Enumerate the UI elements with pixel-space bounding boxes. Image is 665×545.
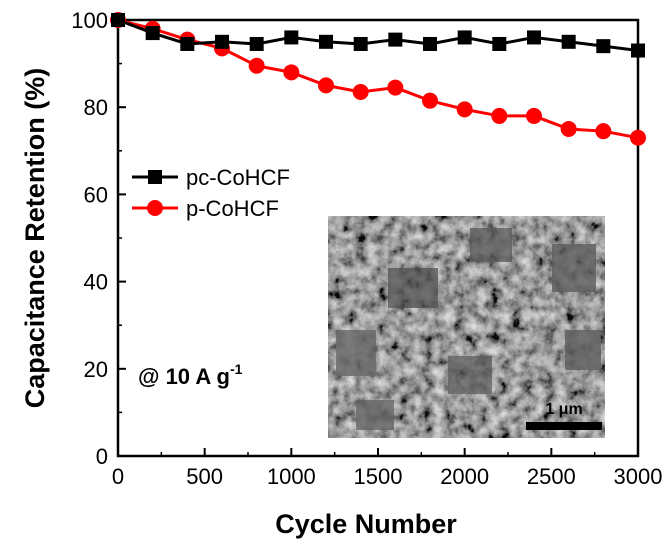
data-point [319, 34, 333, 49]
series-line [117, 18, 639, 140]
annotation-superscript: -1 [230, 361, 243, 377]
data-point [526, 107, 542, 124]
legend-item-p-cohcf: p-CoHCF [132, 196, 279, 221]
legend-marker-square [148, 170, 162, 184]
data-point [352, 83, 369, 100]
data-point [215, 34, 229, 49]
y-tick-label: 60 [84, 182, 108, 207]
data-point [145, 26, 160, 41]
data-point [388, 32, 403, 47]
current-density-annotation: @ 10 A g-1 [138, 361, 243, 389]
data-point [248, 57, 265, 74]
axis-ticks [117, 19, 639, 457]
x-tick-label: 2000 [440, 464, 489, 489]
legend-label: pc-CoHCF [186, 165, 290, 190]
series-layer [110, 12, 646, 146]
x-tick-label: 500 [186, 464, 223, 489]
data-point [631, 43, 645, 58]
data-point [318, 77, 334, 94]
data-point [595, 123, 612, 140]
scale-bar-label: 1 μm [545, 401, 582, 418]
tick-labels: 0 500 1000 1500 2000 2500 3000 0 20 40 60 80 100 [71, 8, 662, 489]
data-point [492, 36, 507, 51]
series-p-cohcf [110, 12, 646, 146]
y-tick-label: 0 [96, 444, 108, 469]
y-tick-label: 80 [84, 95, 108, 120]
x-tick-label: 1500 [354, 464, 403, 489]
legend-label: p-CoHCF [186, 196, 279, 221]
data-point [527, 30, 541, 45]
x-axis-title: Cycle Number [275, 509, 457, 539]
data-point [561, 34, 576, 49]
x-tick-label: 0 [112, 464, 124, 489]
data-point [284, 30, 299, 45]
data-point [422, 92, 438, 109]
data-point [111, 13, 125, 27]
x-tick-label: 2500 [527, 464, 576, 489]
x-tick-label: 1000 [267, 464, 316, 489]
y-tick-label: 100 [71, 8, 108, 33]
series-line [117, 18, 639, 53]
data-point [560, 121, 577, 137]
data-point [491, 107, 508, 124]
y-axis-title: Capacitance Retention (%) [20, 68, 50, 409]
data-point [423, 36, 437, 51]
legend-item-pc-cohcf: pc-CoHCF [132, 165, 290, 190]
data-point [457, 30, 472, 45]
annotation-prefix: @ 10 A g [138, 364, 230, 389]
data-point [387, 79, 404, 96]
sem-inset-image [328, 216, 605, 438]
scale-bar: 1 μm [526, 401, 602, 430]
data-point [249, 36, 264, 51]
data-point [456, 101, 473, 118]
y-tick-label: 20 [84, 357, 108, 382]
data-point [353, 36, 368, 51]
legend: pc-CoHCF p-CoHCF [132, 165, 290, 221]
data-point [180, 36, 195, 51]
y-tick-label: 40 [84, 270, 108, 295]
series-pc-cohcf [111, 13, 645, 58]
x-tick-label: 3000 [614, 464, 663, 489]
data-point [630, 129, 646, 146]
data-point [283, 64, 300, 81]
data-point [596, 39, 611, 54]
legend-marker-circle [147, 200, 163, 216]
